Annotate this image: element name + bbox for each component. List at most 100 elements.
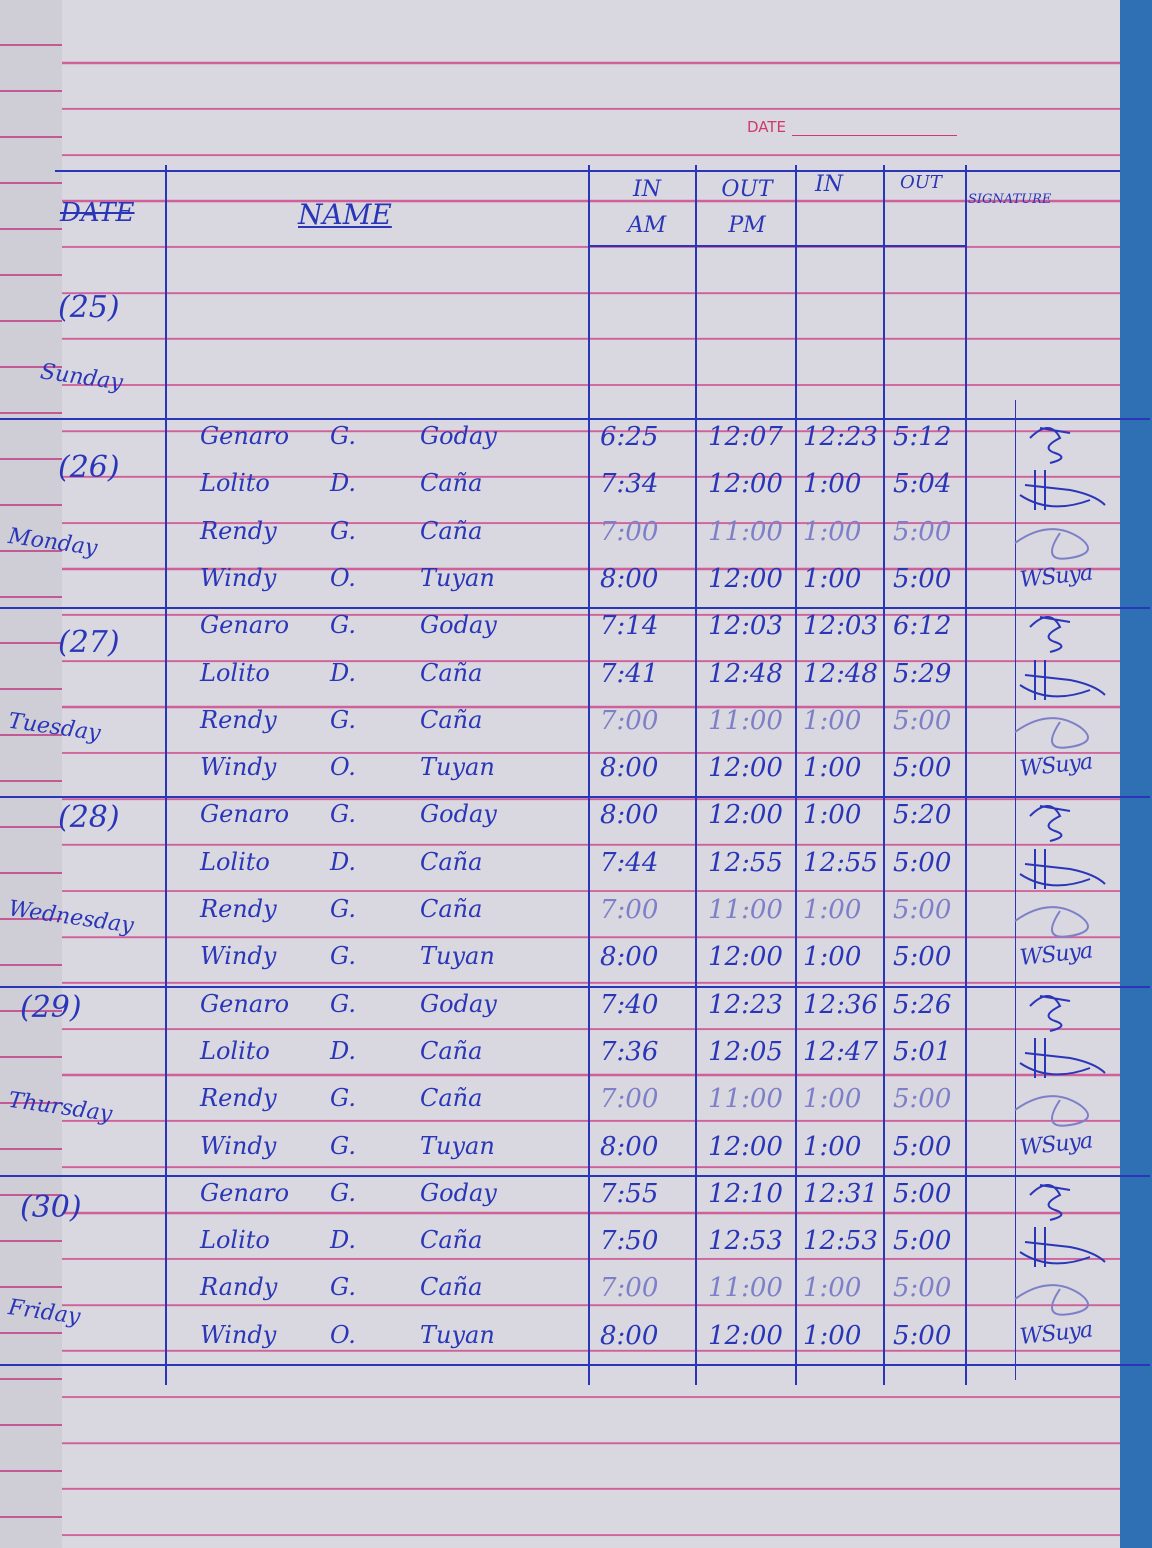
header-out-pm: OUT PM [721,177,773,238]
column-divider [883,165,885,1385]
cell-mi-name: D. [330,1226,357,1255]
day-number: (27) [58,625,120,660]
cell-last-name: Caña [420,705,483,734]
day-group-rule [0,796,1150,799]
cell-mi-name: O. [330,563,356,592]
cell-out-pm: 11:00 [708,895,783,925]
cell-mi-name: G. [330,1131,356,1160]
signature-stroke [1014,906,1089,938]
cell-first-name: Windy [200,1131,277,1160]
cell-in: 1:00 [803,516,862,547]
cell-out-pm: 12:05 [708,1036,783,1067]
column-divider [965,165,967,1385]
cell-out: 5:00 [893,847,952,878]
signature-mark [1029,805,1071,843]
cell-in: 1:00 [803,469,862,500]
cell-out: 5:00 [893,563,952,594]
cell-in: 12:23 [803,422,878,452]
signature-mark [1019,470,1106,511]
cell-out: 5:00 [893,516,952,547]
cell-last-name: Tuyan [420,942,495,971]
cell-in: 1:00 [803,753,862,784]
header-in: IN [815,172,843,197]
cell-in: 12:31 [803,1178,878,1209]
cell-first-name: Lolito [200,847,270,876]
header-in-am: IN AM [627,177,667,238]
signature-mark [1014,906,1089,938]
cell-in-am: 7:00 [600,705,659,736]
cell-out-pm: 12:07 [708,422,783,452]
cell-last-name: Caña [420,1036,483,1065]
cell-in-am: 7:40 [600,989,659,1020]
cell-out: 5:29 [893,658,952,689]
signature-stroke [1019,470,1106,511]
cell-in: 12:48 [803,658,878,689]
cell-in-am: 7:34 [600,469,659,500]
cell-last-name: Caña [420,1273,483,1302]
cell-in: 1:00 [803,563,862,594]
signature-stroke [1019,1227,1106,1268]
cell-first-name: Windy [200,1320,277,1349]
cell-in: 1:00 [803,895,862,925]
signature-stroke [1019,1037,1106,1078]
day-group-rule [0,1364,1150,1366]
cell-in: 12:53 [803,1226,878,1257]
cell-in-am: 7:50 [600,1226,659,1257]
cell-first-name: Genaro [200,989,290,1018]
cell-out: 5:00 [893,753,952,784]
signature-mark [1029,427,1071,464]
cell-in: 1:00 [803,800,862,831]
cell-out-pm: 11:00 [708,1084,783,1115]
cell-out: 5:26 [893,989,952,1020]
cell-in-am: 8:00 [600,1131,659,1162]
cell-out-pm: 12:55 [708,847,783,878]
day-group-rule [0,985,1150,988]
cell-in-am: 8:00 [600,942,659,973]
signature-mark [1014,1284,1089,1317]
printed-date-label: DATE [747,118,787,136]
cell-in: 1:00 [803,1131,862,1162]
cell-in-am: 8:00 [600,800,659,831]
column-divider [695,165,697,1385]
signature-mark [1014,716,1089,749]
day-group-rule [0,1174,1150,1177]
cell-mi-name: G. [330,1178,356,1207]
cell-mi-name: O. [330,753,356,782]
cell-out-pm: 12:23 [708,989,783,1020]
signature-stroke [1014,1284,1089,1317]
cell-first-name: Windy [200,753,277,782]
day-group-rule [0,418,1150,420]
cell-last-name: Caña [420,516,483,545]
cell-out: 5:00 [893,1320,952,1351]
signature-mark [1019,659,1106,700]
date-blank-line [792,135,958,136]
column-divider [588,165,590,1385]
cell-out-pm: 12:00 [708,1320,783,1351]
cell-last-name: Tuyan [420,1320,495,1349]
left-page-edge [0,0,65,1548]
cell-out: 5:12 [893,422,952,452]
cell-in-am: 7:41 [600,658,659,689]
signature-mark [1029,616,1071,654]
cell-first-name: Lolito [200,1226,270,1255]
cell-mi-name: G. [330,705,356,734]
cell-out-pm: 12:00 [708,942,783,973]
column-divider [165,165,167,1385]
cell-in-am: 8:00 [600,563,659,594]
cell-mi-name: G. [330,942,356,971]
signature-stroke [1019,848,1106,889]
cell-last-name: Goday [420,800,497,829]
cell-out: 5:00 [893,1084,952,1115]
cell-out-pm: 11:00 [708,705,783,736]
cell-mi-name: G. [330,1084,356,1113]
signature-stroke [1029,805,1071,843]
cell-mi-name: G. [330,800,356,829]
cell-in-am: 7:14 [600,611,659,642]
cell-in-am: 7:36 [600,1036,659,1067]
cell-last-name: Caña [420,658,483,687]
cell-first-name: Lolito [200,469,270,498]
signature-stroke [1029,1183,1071,1221]
cell-in: 1:00 [803,1320,862,1351]
cell-out: 5:00 [893,1273,952,1304]
signature-stroke [1029,427,1071,464]
